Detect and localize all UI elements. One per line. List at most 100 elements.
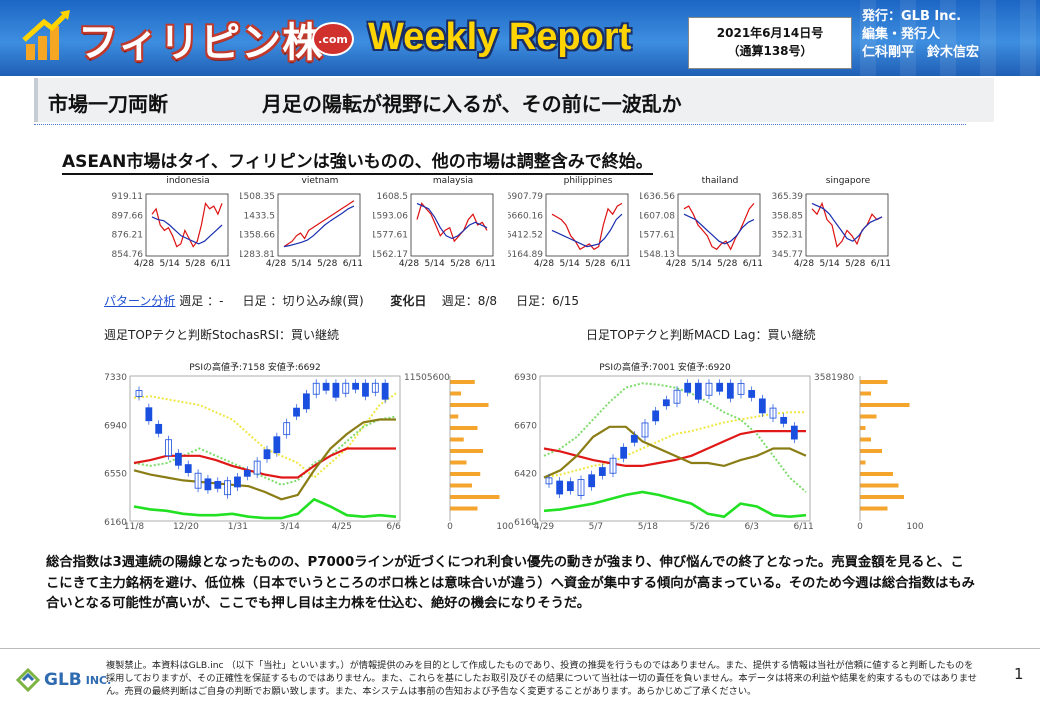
plot-frame xyxy=(145,193,229,257)
average-line xyxy=(151,216,223,245)
mini-chart-title: vietnam xyxy=(301,176,339,186)
volume-profile-bar xyxy=(450,495,500,499)
x-tick-label: 6/11 xyxy=(871,259,891,269)
volume-profile-bar xyxy=(860,472,893,476)
issue-number: （通算138号） xyxy=(727,44,813,58)
x-tick-label: 6/11 xyxy=(794,522,814,532)
x-tick-label: 4/25 xyxy=(332,522,352,532)
moving-average-line xyxy=(543,430,806,467)
y-tick-label: 1358.66 xyxy=(240,231,275,241)
x-tick-label: 5/28 xyxy=(185,259,205,269)
y-tick-label: 1577.61 xyxy=(373,231,408,241)
volume-profile-bar xyxy=(450,391,461,396)
x-tick-label: 1/31 xyxy=(228,522,248,532)
volume-profile-bar xyxy=(450,380,475,384)
volume-profile-bar xyxy=(450,437,464,442)
trend-line xyxy=(133,418,396,501)
volume-profile-bar xyxy=(450,426,478,430)
mini-chart-plot: 1608.5 1593.06 1577.61 1562.174/28 5/14 5/28 6… xyxy=(371,192,496,269)
y-tick-label: 1548.13 xyxy=(640,250,675,260)
volume-profile-bar xyxy=(450,506,478,511)
volume-profile-bar xyxy=(860,391,871,396)
volume-axis-label: 11505600 xyxy=(404,373,450,383)
y-tick-label: 6550 xyxy=(104,470,127,480)
y-tick-label: 6160 xyxy=(104,518,127,528)
y-tick-label: 1283.81 xyxy=(240,250,275,260)
volume-profile-bar xyxy=(450,472,481,476)
mini-chart-plot: 1636.56 1607.08 1577.61 1548.134/28 5/14 5/28… xyxy=(638,192,763,269)
section-heading: ASEAN市場はタイ、フィリピンは強いものの、他の市場は調整含みで終始。 xyxy=(62,147,653,175)
volume-profile-bar xyxy=(860,426,866,430)
headline-main: 市場一刀両断 xyxy=(48,92,168,116)
volume-profile-bar xyxy=(860,506,888,511)
average-line xyxy=(683,213,755,245)
x-tick-label: 6/11 xyxy=(743,259,763,269)
y-tick-label: 6160 xyxy=(514,518,537,528)
y-tick-label: 352.31 xyxy=(772,231,804,241)
plot-frame xyxy=(410,193,494,257)
volume-profile-bar xyxy=(450,403,489,407)
weekly-pattern-value: ：- xyxy=(207,294,224,308)
plot-frame xyxy=(129,375,401,522)
volume-profile-bar xyxy=(860,449,882,453)
x-tick-label: 6/11 xyxy=(476,259,496,269)
y-tick-label: 1433.5 xyxy=(244,211,276,221)
daily-label: 日足 xyxy=(242,294,267,308)
y-tick-label: 6660.16 xyxy=(508,211,543,221)
market-commentary: 総合指数は3週連続の陽線となったものの、P7000ラインが近づくにつれ利食い優先… xyxy=(46,555,975,611)
y-tick-label: 6940 xyxy=(104,421,127,431)
mini-chart-title: indonesia xyxy=(166,176,210,186)
support-line xyxy=(543,382,807,493)
footer-divider xyxy=(0,648,1040,649)
header-banner xyxy=(0,0,1040,76)
mini-chart-malaysia: malaysia 1608.5 1593.06 1577.61 1562.17 4/28 5… xyxy=(371,176,501,274)
volume-profile-bar xyxy=(860,403,910,407)
y-tick-label: 854.76 xyxy=(112,250,144,260)
x-tick-label: 5/28 xyxy=(317,259,337,269)
x-tick-label: 4/28 xyxy=(666,259,686,269)
x-tick-label: 5/14 xyxy=(692,259,712,269)
plot-frame xyxy=(539,375,811,522)
mini-chart-plot: 919.11 897.66 876.21 854.764/28 5/14 5/28 6/11 xyxy=(112,192,231,269)
bar-chart-logo-icon xyxy=(22,10,70,60)
mini-chart-singapore: singapore 365.39 358.85 352.31 345.77 4/28 5/1… xyxy=(768,176,896,274)
y-tick-label: 6670 xyxy=(514,421,537,431)
y-tick-label: 1607.08 xyxy=(640,211,675,221)
x-tick-label: 5/14 xyxy=(160,259,180,269)
x-tick-label: 5/14 xyxy=(560,259,580,269)
x-tick-label: 5/14 xyxy=(425,259,445,269)
histogram-tick-label: 0 xyxy=(857,522,863,532)
price-line xyxy=(283,200,355,248)
psi-forecast-label: PSIの高値予:7001 安値予:6920 xyxy=(599,361,731,373)
y-tick-label: 919.11 xyxy=(112,192,144,202)
pattern-analysis-link[interactable]: パターン分析 xyxy=(104,294,176,308)
x-tick-label: 4/28 xyxy=(134,259,154,269)
headline-sub: 月足の陽転が視野に入るが、その前に一波乱か xyxy=(262,92,682,116)
glb-leaf-icon xyxy=(16,668,40,692)
change-day-weekly: 週足：8/8 xyxy=(441,294,498,308)
y-tick-label: 345.77 xyxy=(772,250,804,260)
publisher-line: 発行：GLB Inc. xyxy=(862,9,962,24)
weekly-signal-text: 週足TOPテクと判断StochasRSI：買い継続 xyxy=(104,328,339,342)
mini-chart-title: malaysia xyxy=(432,176,474,186)
y-tick-label: 1593.06 xyxy=(373,211,408,221)
dotted-divider xyxy=(34,124,966,125)
y-tick-label: 6164.89 xyxy=(508,250,543,260)
glb-logo-text: GLB xyxy=(44,670,82,690)
volume-axis-label: 3581980 xyxy=(814,373,854,383)
volume-profile-bar xyxy=(450,483,472,488)
glb-logo-suffix: INC. xyxy=(85,673,112,687)
trend-line xyxy=(543,425,807,479)
x-tick-label: 5/14 xyxy=(292,259,312,269)
volume-profile-bar xyxy=(860,495,904,499)
price-line xyxy=(416,202,488,243)
y-tick-label: 1608.5 xyxy=(377,192,409,202)
x-tick-label: 4/28 xyxy=(534,259,554,269)
x-tick-label: 6/11 xyxy=(611,259,631,269)
weekly-label: 週足 xyxy=(179,294,204,308)
mini-chart-philippines: philippines 6907.79 6660.16 6412.52 6164.89 4… xyxy=(506,176,636,274)
weekly-technical-chart: PSIの高値予:7158 安値予:6692 7330 6940 6550 616011/… xyxy=(104,361,514,532)
editor-line: 編集・発行人 xyxy=(862,27,941,42)
y-tick-label: 7330 xyxy=(104,373,127,383)
price-line xyxy=(151,201,223,248)
